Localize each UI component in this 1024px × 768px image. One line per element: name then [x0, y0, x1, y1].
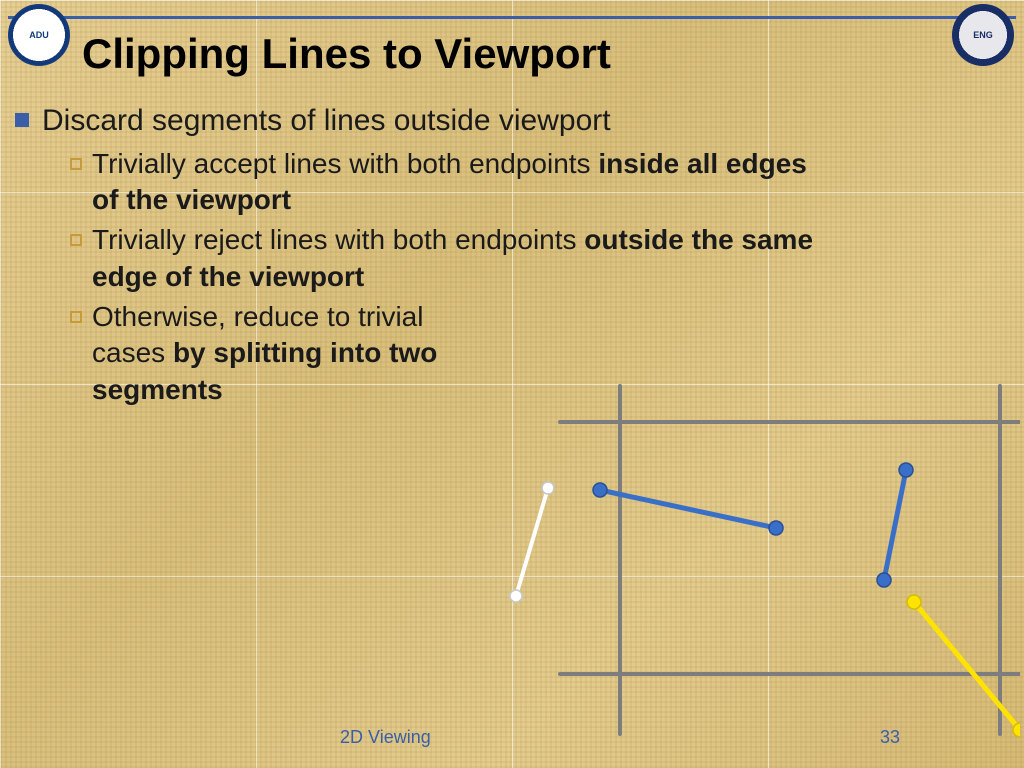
bullet-plain: Trivially reject lines with both endpoin…	[92, 224, 584, 255]
bullet-level2: Otherwise, reduce to trivial cases by sp…	[70, 299, 490, 408]
bullet-level1-text: Discard segments of lines outside viewpo…	[42, 102, 611, 140]
clipping-diagram	[460, 380, 1020, 740]
slide: ADU ENG Clipping Lines to Viewport Disca…	[0, 0, 1024, 768]
slide-title: Clipping Lines to Viewport	[82, 30, 611, 78]
university-logo-right: ENG	[952, 4, 1014, 66]
bullet-level2: Trivially reject lines with both endpoin…	[70, 222, 830, 295]
hollow-square-bullet-icon	[70, 158, 82, 170]
bullet-level2-text: Trivially reject lines with both endpoin…	[92, 222, 830, 295]
bullet-level1: Discard segments of lines outside viewpo…	[14, 102, 984, 140]
header-rule	[8, 16, 1016, 19]
logo-right-text: ENG	[973, 31, 993, 40]
bullet-level2-text: Trivially accept lines with both endpoin…	[92, 146, 830, 219]
footer-page-number: 33	[880, 727, 900, 748]
slide-body: Discard segments of lines outside viewpo…	[14, 102, 984, 412]
bullet-level2-text: Otherwise, reduce to trivial cases by sp…	[92, 299, 490, 408]
square-bullet-icon	[14, 112, 30, 128]
footer-topic: 2D Viewing	[340, 727, 431, 748]
logo-left-text: ADU	[29, 31, 49, 40]
university-logo-left: ADU	[8, 4, 70, 66]
hollow-square-bullet-icon	[70, 311, 82, 323]
bullet-plain: Trivially accept lines with both endpoin…	[92, 148, 598, 179]
hollow-square-bullet-icon	[70, 234, 82, 246]
bullet-level2: Trivially accept lines with both endpoin…	[70, 146, 830, 219]
diagram-content	[510, 386, 1020, 737]
